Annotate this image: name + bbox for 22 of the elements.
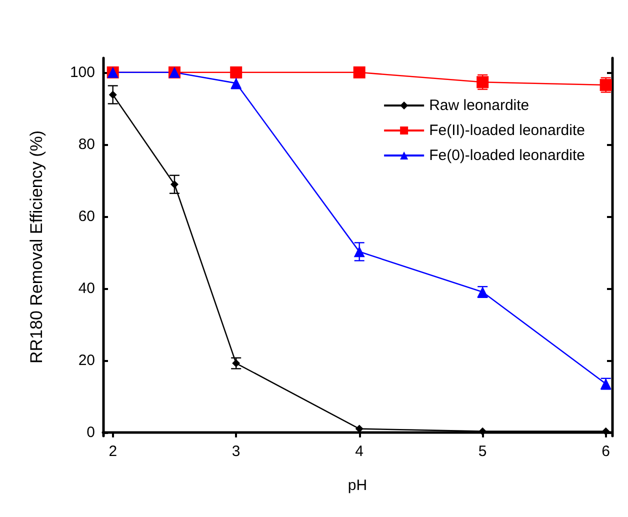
legend-label: Fe(0)-loaded leonardite bbox=[429, 147, 586, 164]
point bbox=[230, 66, 242, 78]
point bbox=[170, 180, 178, 188]
legend-label: Fe(II)-loaded leonardite bbox=[429, 122, 585, 139]
x-tick-label: 6 bbox=[602, 443, 610, 460]
x-tick-label: 3 bbox=[232, 443, 240, 460]
y-tick-label: 60 bbox=[78, 208, 95, 225]
y-tick-label: 0 bbox=[86, 424, 95, 441]
point bbox=[478, 427, 487, 436]
point bbox=[353, 66, 366, 78]
x-tick-label: 5 bbox=[478, 443, 487, 460]
y-tick-label: 80 bbox=[78, 136, 95, 153]
point bbox=[108, 90, 117, 99]
point bbox=[354, 246, 365, 258]
legend-label: Raw leonardite bbox=[429, 97, 530, 114]
x-tick-label: 4 bbox=[355, 443, 364, 460]
x-tick-label: 2 bbox=[108, 443, 118, 460]
y-axis-title: RR180 Removal Efficiency (%) bbox=[27, 130, 46, 364]
y-tick-label: 100 bbox=[70, 64, 95, 81]
y-tick-label: 40 bbox=[78, 280, 95, 297]
x-axis-title: pH bbox=[348, 477, 368, 494]
y-tick-label: 20 bbox=[78, 352, 95, 369]
